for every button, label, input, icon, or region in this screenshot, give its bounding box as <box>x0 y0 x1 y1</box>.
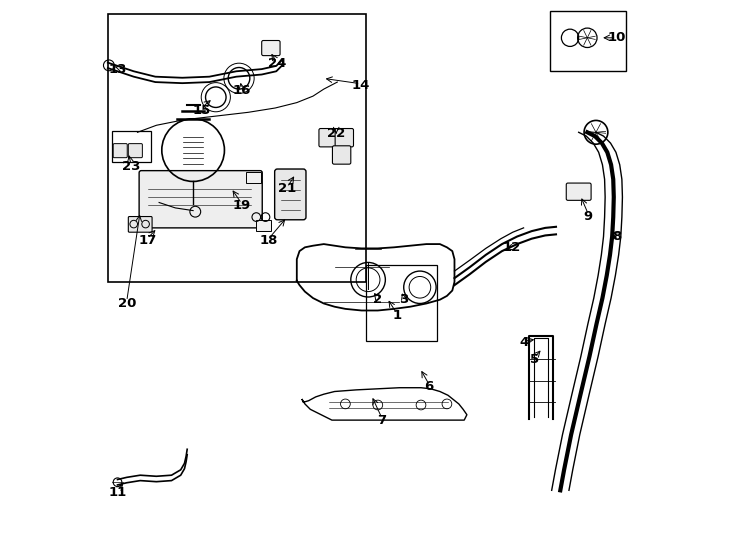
FancyBboxPatch shape <box>262 40 280 56</box>
Bar <box>366 265 437 341</box>
Text: 22: 22 <box>327 127 345 140</box>
Text: 16: 16 <box>233 84 251 97</box>
FancyBboxPatch shape <box>333 146 351 164</box>
Bar <box>550 11 626 71</box>
FancyBboxPatch shape <box>139 171 262 228</box>
FancyBboxPatch shape <box>275 169 306 220</box>
Text: 5: 5 <box>530 353 539 366</box>
Text: 12: 12 <box>503 241 521 254</box>
FancyBboxPatch shape <box>335 129 354 147</box>
Text: 3: 3 <box>399 293 408 306</box>
Text: 18: 18 <box>260 234 278 247</box>
Text: 1: 1 <box>392 309 401 322</box>
Text: 20: 20 <box>117 297 136 310</box>
FancyBboxPatch shape <box>255 220 271 231</box>
FancyBboxPatch shape <box>246 172 261 183</box>
Text: 14: 14 <box>352 79 370 92</box>
Text: 21: 21 <box>278 183 297 195</box>
FancyBboxPatch shape <box>128 144 142 158</box>
Text: 9: 9 <box>584 210 593 222</box>
Text: 24: 24 <box>268 57 286 70</box>
Text: 15: 15 <box>192 104 211 117</box>
FancyBboxPatch shape <box>566 183 591 200</box>
Text: 4: 4 <box>519 336 528 349</box>
Text: 23: 23 <box>122 160 140 173</box>
Text: 17: 17 <box>138 234 156 247</box>
FancyBboxPatch shape <box>128 217 152 232</box>
Text: 8: 8 <box>612 230 621 243</box>
Text: 13: 13 <box>109 63 127 76</box>
FancyBboxPatch shape <box>319 129 338 147</box>
Text: 19: 19 <box>233 199 251 212</box>
Text: 2: 2 <box>373 293 382 306</box>
Text: 11: 11 <box>109 486 127 499</box>
Bar <box>108 14 366 282</box>
Text: 6: 6 <box>424 380 434 393</box>
Bar <box>112 131 151 162</box>
Text: 7: 7 <box>377 414 387 427</box>
FancyBboxPatch shape <box>113 144 127 158</box>
Text: 10: 10 <box>607 31 625 44</box>
